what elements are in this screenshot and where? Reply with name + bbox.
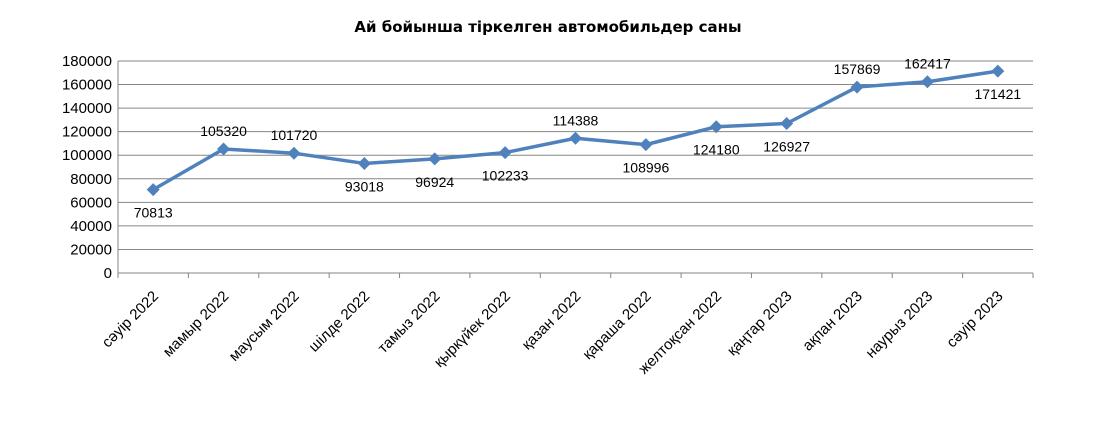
data-label: 108996 — [623, 160, 670, 176]
data-label: 126927 — [763, 139, 810, 155]
data-point-marker — [920, 75, 934, 89]
data-point-marker — [146, 183, 160, 197]
data-point-marker — [639, 138, 653, 152]
x-tick-label: маусым 2022 — [226, 288, 303, 365]
y-tick-label: 0 — [104, 265, 112, 282]
x-tick-label: сәуір 2023 — [943, 288, 1006, 351]
x-tick-label: ақпан 2023 — [799, 288, 866, 355]
data-point-marker — [287, 146, 301, 160]
data-point-marker — [709, 120, 723, 134]
markers — [146, 64, 1005, 197]
y-tick-label: 160000 — [62, 77, 112, 94]
data-point-marker — [498, 146, 512, 160]
x-tick-label: тамыз 2022 — [375, 288, 444, 357]
y-axis-ticks: 0 20000 40000 60000 80000 100000 120000 140000 1… — [62, 53, 112, 282]
data-point-marker — [428, 152, 442, 166]
data-label: 171421 — [974, 86, 1021, 102]
data-labels: 70813 105320 101720 93018 96924 102233 114388 1… — [134, 56, 1022, 221]
data-point-marker — [991, 64, 1005, 78]
y-tick-label: 60000 — [70, 194, 112, 211]
data-label: 124180 — [693, 142, 740, 158]
data-point-marker — [357, 156, 371, 170]
axes — [117, 61, 1034, 278]
x-tick-label: қазан 2022 — [519, 288, 585, 354]
data-label: 114388 — [553, 112, 599, 128]
gridlines — [118, 60, 1033, 250]
y-tick-label: 180000 — [62, 53, 112, 70]
y-tick-label: 20000 — [70, 241, 112, 258]
data-point-marker — [569, 131, 582, 145]
x-tick-label: қаңтар 2023 — [724, 288, 796, 360]
x-tick-label: қыркүйек 2022 — [431, 288, 514, 371]
x-tick-label: наурыз 2023 — [862, 288, 936, 362]
y-tick-label: 80000 — [70, 171, 112, 188]
data-label: 93018 — [345, 178, 384, 194]
y-tick-label: 100000 — [62, 147, 112, 164]
data-label: 157869 — [834, 61, 881, 77]
data-label: 101720 — [271, 127, 318, 143]
x-tick-label: шілде 2022 — [305, 288, 373, 356]
data-label: 102233 — [482, 168, 529, 184]
y-tick-label: 120000 — [62, 124, 112, 141]
y-tick-label: 140000 — [62, 100, 112, 117]
data-label: 162417 — [904, 56, 951, 72]
y-tick-label: 40000 — [70, 218, 112, 235]
data-label: 105320 — [200, 123, 247, 139]
data-point-marker — [780, 117, 794, 131]
data-point-marker — [217, 142, 231, 156]
data-point-marker — [850, 80, 864, 94]
data-label: 70813 — [134, 205, 173, 221]
x-tick-label: мамыр 2022 — [160, 288, 233, 361]
x-tick-label: сәуір 2022 — [99, 288, 162, 351]
x-tick-label: қараша 2022 — [579, 288, 654, 363]
chart-title: Ай бойынша тіркелген автомобильдер саны — [354, 18, 741, 36]
data-label: 96924 — [415, 174, 454, 190]
